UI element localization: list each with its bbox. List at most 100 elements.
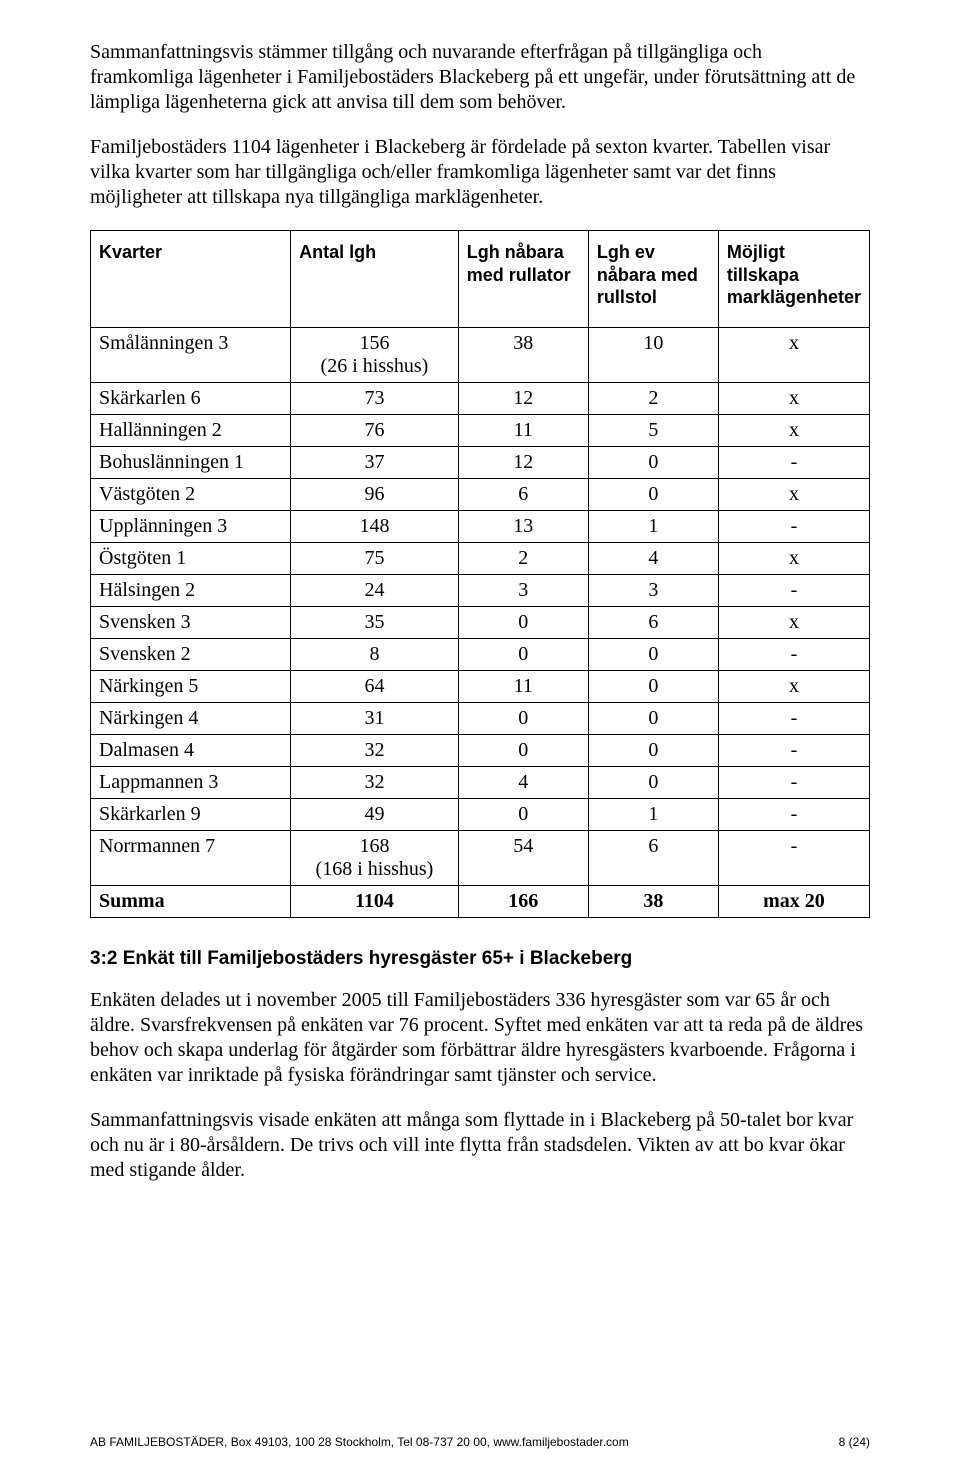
table-cell: Skärkarlen 6 (91, 382, 291, 414)
table-cell: 0 (588, 478, 718, 510)
table-cell: 168(168 i hisshus) (291, 830, 459, 885)
table-cell: 2 (458, 542, 588, 574)
table-cell: 3 (588, 574, 718, 606)
table-row: Närkingen 564110x (91, 670, 870, 702)
paragraph-2: Familjebostäders 1104 lägenheter i Black… (90, 135, 870, 210)
table-row: Upplänningen 3148131- (91, 510, 870, 542)
table-cell: 37 (291, 446, 459, 478)
th-lgh-rullator: Lgh nåbara med rullator (458, 231, 588, 328)
table-cell: 148 (291, 510, 459, 542)
page-footer: AB FAMILJEBOSTÄDER, Box 49103, 100 28 St… (90, 1435, 870, 1449)
footer-left: AB FAMILJEBOSTÄDER, Box 49103, 100 28 St… (90, 1435, 629, 1449)
table-cell: - (718, 702, 869, 734)
table-cell: 3 (458, 574, 588, 606)
table: Kvarter Antal lgh Lgh nåbara med rullato… (90, 230, 870, 918)
table-cell: 12 (458, 446, 588, 478)
table-cell: 6 (458, 478, 588, 510)
table-cell: 6 (588, 830, 718, 885)
table-cell: 64 (291, 670, 459, 702)
table-cell: x (718, 382, 869, 414)
table-row: Smålänningen 3156(26 i hisshus)3810x (91, 327, 870, 382)
table-cell: 73 (291, 382, 459, 414)
table-cell: 0 (588, 766, 718, 798)
table-cell: x (718, 542, 869, 574)
table-cell: - (718, 510, 869, 542)
table-cell: 0 (588, 670, 718, 702)
table-cell: 0 (458, 606, 588, 638)
table-cell: Svensken 2 (91, 638, 291, 670)
table-cell: 35 (291, 606, 459, 638)
table-cell: 75 (291, 542, 459, 574)
table-cell: 0 (588, 638, 718, 670)
table-row: Summa110416638max 20 (91, 885, 870, 917)
table-cell: Svensken 3 (91, 606, 291, 638)
table-cell: 0 (588, 702, 718, 734)
table-body: Smålänningen 3156(26 i hisshus)3810xSkär… (91, 327, 870, 917)
table-cell: - (718, 574, 869, 606)
table-cell: 12 (458, 382, 588, 414)
th-lgh-rullstol: Lgh ev nåbara med rullstol (588, 231, 718, 328)
table-cell: 156(26 i hisshus) (291, 327, 459, 382)
page: Sammanfattningsvis stämmer tillgång och … (0, 0, 960, 1477)
paragraph-3: Enkäten delades ut i november 2005 till … (90, 988, 870, 1088)
table-cell: 0 (458, 638, 588, 670)
table-cell: 166 (458, 885, 588, 917)
table-cell: 31 (291, 702, 459, 734)
table-cell: - (718, 798, 869, 830)
table-cell: - (718, 766, 869, 798)
table-cell: Närkingen 5 (91, 670, 291, 702)
table-cell: 38 (458, 327, 588, 382)
table-cell: Närkingen 4 (91, 702, 291, 734)
table-cell: 49 (291, 798, 459, 830)
paragraph-1: Sammanfattningsvis stämmer tillgång och … (90, 40, 870, 115)
table-cell: 32 (291, 766, 459, 798)
table-cell: 6 (588, 606, 718, 638)
table-cell: x (718, 606, 869, 638)
footer-right: 8 (24) (839, 1435, 870, 1449)
table-row: Hälsingen 22433- (91, 574, 870, 606)
th-kvarter: Kvarter (91, 231, 291, 328)
table-cell: 96 (291, 478, 459, 510)
table-row: Närkingen 43100- (91, 702, 870, 734)
table-cell: - (718, 830, 869, 885)
table-cell: Hälsingen 2 (91, 574, 291, 606)
table-cell: 10 (588, 327, 718, 382)
table-cell: 54 (458, 830, 588, 885)
section-heading-3-2: 3:2 Enkät till Familjebostäders hyresgäs… (90, 948, 870, 970)
paragraph-4: Sammanfattningsvis visade enkäten att må… (90, 1108, 870, 1183)
table-cell: 1 (588, 798, 718, 830)
table-cell: Smålänningen 3 (91, 327, 291, 382)
table-cell: x (718, 414, 869, 446)
table-row: Bohuslänningen 137120- (91, 446, 870, 478)
table-cell: 0 (458, 798, 588, 830)
table-cell: 0 (458, 702, 588, 734)
table-cell: 0 (588, 734, 718, 766)
table-cell: - (718, 446, 869, 478)
table-cell: x (718, 327, 869, 382)
table-row: Lappmannen 33240- (91, 766, 870, 798)
table-header-row: Kvarter Antal lgh Lgh nåbara med rullato… (91, 231, 870, 328)
table-cell: Lappmannen 3 (91, 766, 291, 798)
table-cell: 11 (458, 414, 588, 446)
table-row: Norrmannen 7168(168 i hisshus)546- (91, 830, 870, 885)
table-cell: x (718, 670, 869, 702)
table-cell: Bohuslänningen 1 (91, 446, 291, 478)
table-cell: 1 (588, 510, 718, 542)
table-cell: 5 (588, 414, 718, 446)
table-cell: 32 (291, 734, 459, 766)
table-cell: 2 (588, 382, 718, 414)
table-row: Skärkarlen 94901- (91, 798, 870, 830)
table-cell: 38 (588, 885, 718, 917)
table-accessibility: Kvarter Antal lgh Lgh nåbara med rullato… (90, 230, 870, 918)
table-cell: Västgöten 2 (91, 478, 291, 510)
table-row: Svensken 33506x (91, 606, 870, 638)
table-cell: Summa (91, 885, 291, 917)
table-cell: 1104 (291, 885, 459, 917)
table-cell: x (718, 478, 869, 510)
table-cell: 0 (588, 446, 718, 478)
table-cell: 24 (291, 574, 459, 606)
table-row: Svensken 2800- (91, 638, 870, 670)
table-cell: 8 (291, 638, 459, 670)
table-row: Östgöten 17524x (91, 542, 870, 574)
table-cell: 76 (291, 414, 459, 446)
